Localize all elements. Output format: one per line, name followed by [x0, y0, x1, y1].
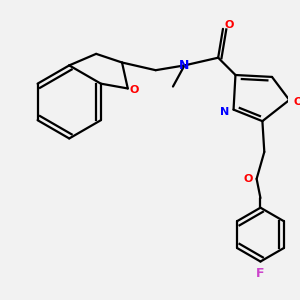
Text: N: N: [179, 59, 190, 72]
Text: O: O: [130, 85, 139, 95]
Text: O: O: [224, 20, 233, 30]
Text: O: O: [293, 97, 300, 107]
Text: F: F: [256, 267, 265, 280]
Text: O: O: [243, 174, 253, 184]
Text: N: N: [220, 106, 230, 116]
